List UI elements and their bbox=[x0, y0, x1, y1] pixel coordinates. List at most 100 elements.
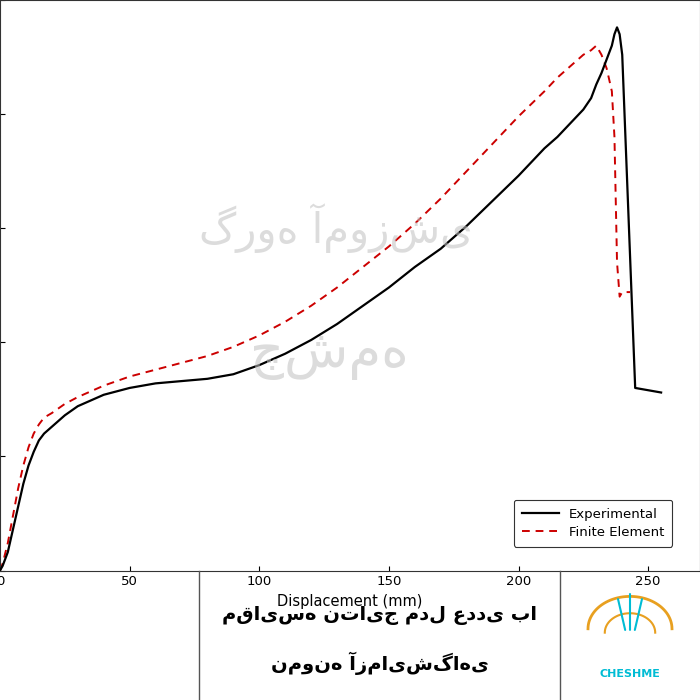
Experimental bbox=[618, 50, 626, 59]
Experimental bbox=[29, 447, 38, 456]
Finite Element bbox=[9, 512, 18, 520]
Finite Element bbox=[359, 262, 368, 271]
Experimental bbox=[437, 244, 445, 253]
Experimental bbox=[411, 262, 419, 271]
Finite Element bbox=[74, 393, 82, 401]
Experimental bbox=[603, 55, 611, 64]
Experimental bbox=[4, 548, 12, 556]
Text: 3S: 3S bbox=[7, 607, 33, 625]
Experimental bbox=[540, 144, 549, 153]
Experimental bbox=[566, 119, 575, 127]
X-axis label: Displacement (mm): Displacement (mm) bbox=[277, 594, 423, 609]
Experimental bbox=[463, 222, 471, 230]
Finite Element bbox=[615, 293, 624, 301]
Finite Element bbox=[612, 258, 621, 267]
Finite Element bbox=[553, 74, 561, 82]
Experimental bbox=[61, 411, 69, 419]
Text: چشمه: چشمه bbox=[250, 328, 408, 379]
Experimental bbox=[597, 69, 606, 77]
Finite Element bbox=[411, 219, 419, 228]
Experimental bbox=[587, 94, 595, 102]
Experimental bbox=[19, 480, 27, 488]
Finite Element bbox=[597, 50, 606, 59]
Finite Element bbox=[14, 484, 22, 493]
Experimental bbox=[514, 172, 523, 180]
Finite Element bbox=[307, 302, 315, 310]
Finite Element bbox=[125, 372, 134, 381]
Finite Element bbox=[540, 87, 549, 95]
Finite Element bbox=[608, 87, 616, 95]
Finite Element bbox=[177, 358, 186, 367]
Finite Element bbox=[566, 62, 575, 71]
Line: Experimental: Experimental bbox=[0, 27, 661, 570]
Finite Element bbox=[229, 343, 237, 351]
Finite Element bbox=[29, 429, 38, 438]
Experimental bbox=[9, 525, 18, 533]
Finite Element bbox=[25, 443, 33, 452]
Line: Finite Element: Finite Element bbox=[0, 46, 630, 570]
Experimental bbox=[281, 349, 289, 358]
Experimental bbox=[385, 284, 393, 292]
Experimental bbox=[40, 429, 48, 438]
Finite Element bbox=[19, 461, 27, 470]
Experimental bbox=[332, 320, 341, 328]
Finite Element bbox=[255, 331, 263, 340]
Finite Element bbox=[203, 352, 211, 361]
Finite Element bbox=[463, 167, 471, 175]
Experimental bbox=[553, 133, 561, 141]
Finite Element bbox=[603, 64, 611, 73]
Finite Element bbox=[626, 288, 634, 296]
Experimental bbox=[657, 389, 665, 397]
Experimental bbox=[608, 41, 616, 50]
Experimental bbox=[489, 197, 497, 205]
Experimental bbox=[0, 566, 4, 575]
Experimental bbox=[74, 402, 82, 410]
Experimental bbox=[579, 105, 587, 113]
Experimental bbox=[125, 384, 134, 392]
Finite Element bbox=[332, 284, 341, 292]
Experimental bbox=[612, 23, 621, 32]
Experimental bbox=[35, 436, 43, 445]
Finite Element bbox=[4, 539, 12, 547]
Experimental bbox=[359, 302, 368, 310]
Text: مقایسه نتایج مدل عددی با: مقایسه نتایج مدل عددی با bbox=[223, 606, 538, 625]
Text: نمونه آزمایشگاهی: نمونه آزمایشگاهی bbox=[271, 652, 489, 676]
Experimental bbox=[203, 374, 211, 383]
Finite Element bbox=[40, 414, 48, 422]
Finite Element bbox=[99, 382, 108, 390]
Experimental bbox=[610, 30, 619, 38]
Finite Element bbox=[281, 318, 289, 326]
Finite Element bbox=[489, 139, 497, 148]
Finite Element bbox=[385, 242, 393, 251]
Text: گروه آموزشی: گروه آموزشی bbox=[199, 203, 473, 253]
Experimental bbox=[644, 386, 652, 394]
Finite Element bbox=[592, 41, 601, 50]
Experimental bbox=[177, 377, 186, 385]
Experimental bbox=[99, 391, 108, 399]
Experimental bbox=[631, 384, 639, 392]
Finite Element bbox=[579, 50, 587, 59]
Text: CHESHME: CHESHME bbox=[600, 669, 660, 679]
Experimental bbox=[25, 461, 33, 470]
Finite Element bbox=[514, 112, 523, 120]
Finite Element bbox=[61, 400, 69, 408]
Legend: Experimental, Finite Element: Experimental, Finite Element bbox=[514, 500, 673, 547]
Finite Element bbox=[437, 195, 445, 203]
Finite Element bbox=[587, 46, 595, 55]
Experimental bbox=[229, 370, 237, 379]
Experimental bbox=[307, 336, 315, 344]
Experimental bbox=[48, 423, 56, 431]
Finite Element bbox=[610, 133, 619, 141]
Finite Element bbox=[618, 288, 626, 296]
Finite Element bbox=[35, 420, 43, 428]
Text: ≡≡≡ ABAQUS: ≡≡≡ ABAQUS bbox=[44, 651, 155, 666]
Experimental bbox=[255, 361, 263, 370]
Finite Element bbox=[48, 409, 56, 417]
Finite Element bbox=[151, 365, 160, 374]
Experimental bbox=[615, 30, 624, 38]
Text: S̲ SIMULIA: S̲ SIMULIA bbox=[63, 604, 136, 620]
Experimental bbox=[151, 379, 160, 388]
Experimental bbox=[592, 80, 601, 89]
Finite Element bbox=[0, 566, 4, 575]
Experimental bbox=[14, 503, 22, 511]
